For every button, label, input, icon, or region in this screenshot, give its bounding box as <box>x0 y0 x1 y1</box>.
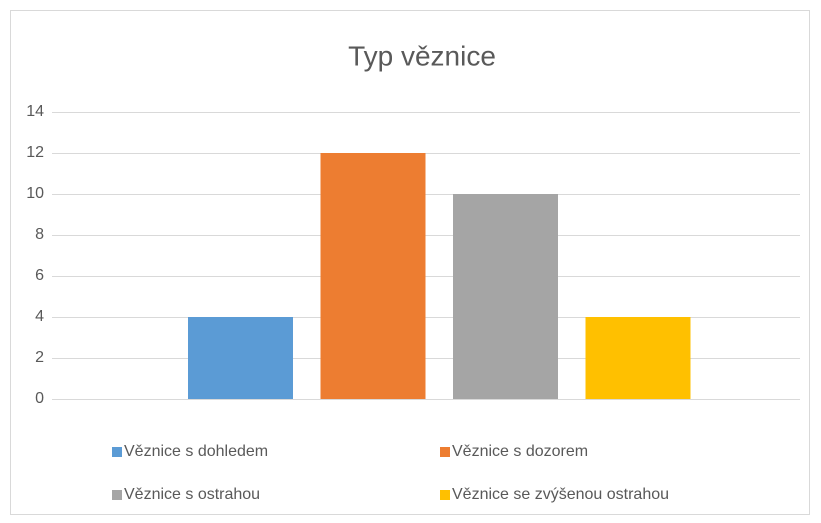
legend-swatch <box>112 447 122 457</box>
legend-label: Věznice s dozorem <box>452 443 588 460</box>
y-tick-label: 12 <box>26 144 44 161</box>
y-tick-label: 8 <box>35 226 44 243</box>
y-tick-label: 4 <box>35 308 44 325</box>
bar <box>453 194 558 399</box>
legend-swatch <box>112 490 122 500</box>
legend-swatch <box>440 490 450 500</box>
legend-swatch <box>440 447 450 457</box>
legend-label: Věznice s ostrahou <box>124 486 260 503</box>
y-tick-label: 0 <box>35 390 44 407</box>
bar <box>188 317 293 399</box>
legend-label: Věznice se zvýšenou ostrahou <box>452 486 669 503</box>
y-tick-label: 10 <box>26 185 44 202</box>
y-tick-label: 6 <box>35 267 44 284</box>
bar <box>585 317 691 399</box>
y-tick-label: 14 <box>26 103 44 120</box>
y-tick-label: 2 <box>35 349 44 366</box>
legend-label: Věznice s dohledem <box>124 443 268 460</box>
bar <box>320 153 426 399</box>
chart-title: Typ věznice <box>348 40 496 71</box>
